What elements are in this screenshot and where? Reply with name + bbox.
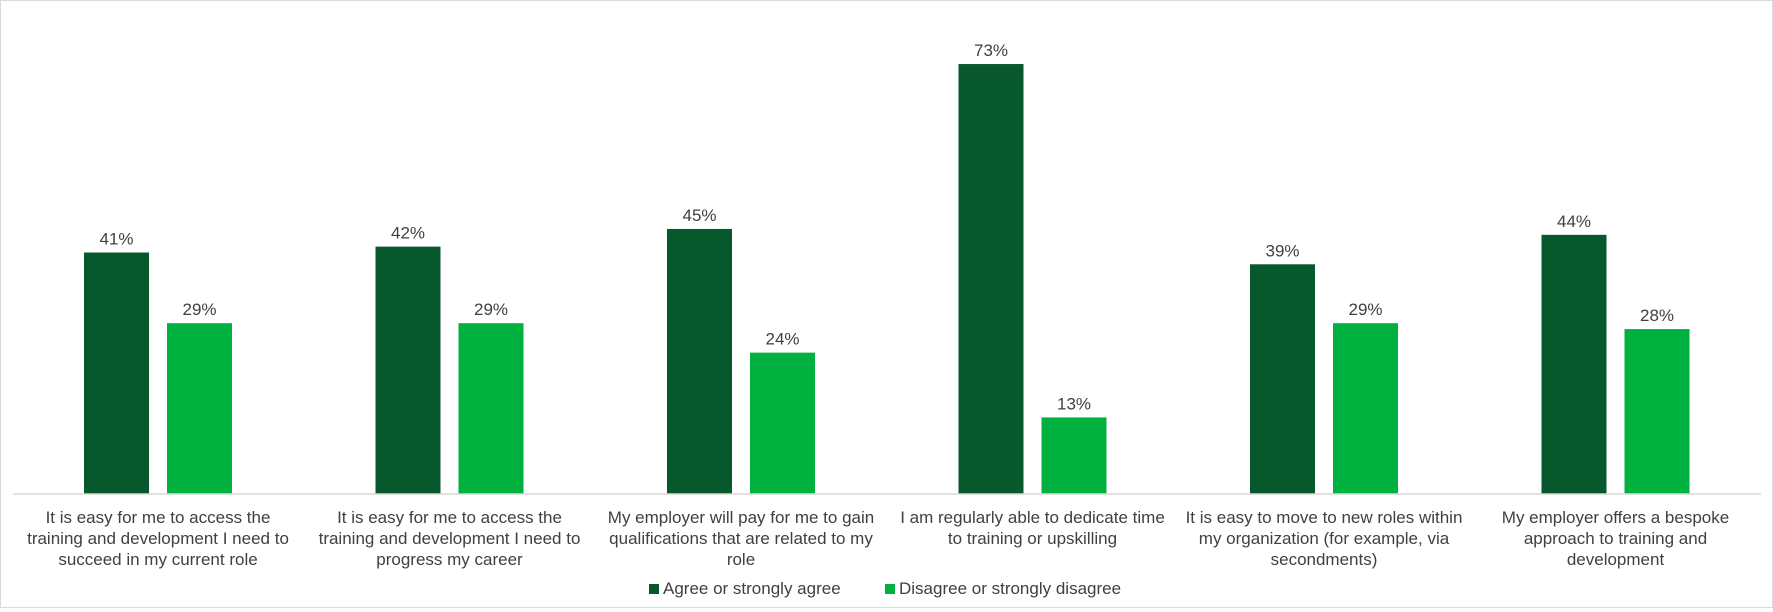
category-label-2-line-3: progress my career	[376, 550, 523, 569]
category-label-5-line-1: It is easy to move to new roles within	[1186, 508, 1463, 527]
data-label-agree-5: 39%	[1265, 241, 1299, 260]
data-label-agree-6: 44%	[1557, 212, 1591, 231]
bar-disagree-6	[1624, 329, 1690, 494]
category-label-2-line-1: It is easy for me to access the	[337, 508, 562, 527]
data-label-agree-2: 42%	[391, 224, 425, 243]
bar-agree-3	[667, 228, 732, 494]
category-label-4-line-1: I am regularly able to dedicate time	[900, 508, 1165, 527]
bar-agree-6	[1541, 234, 1607, 494]
data-label-disagree-2: 29%	[474, 300, 508, 319]
category-label-6-line-3: development	[1567, 550, 1665, 569]
category-label-3-line-3: role	[727, 550, 755, 569]
category-label-5-line-2: my organization (for example, via	[1199, 529, 1450, 548]
bar-disagree-4	[1041, 417, 1107, 494]
bar-agree-5	[1250, 264, 1315, 494]
bar-disagree-5	[1333, 323, 1398, 494]
legend-label-disagree: Disagree or strongly disagree	[899, 579, 1121, 598]
legend: Agree or strongly agree Disagree or stron…	[649, 579, 1121, 598]
bar-disagree-1	[167, 323, 232, 494]
category-label-1-line-3: succeed in my current role	[58, 550, 257, 569]
data-label-disagree-1: 29%	[182, 300, 216, 319]
category-label-1-line-1: It is easy for me to access the	[46, 508, 271, 527]
data-label-agree-1: 41%	[99, 230, 133, 249]
bar-disagree-2	[458, 323, 524, 494]
category-label-2-line-2: training and development I need to	[319, 529, 581, 548]
data-label-disagree-6: 28%	[1640, 306, 1674, 325]
data-label-agree-4: 73%	[974, 41, 1008, 60]
data-label-disagree-3: 24%	[765, 330, 799, 349]
legend-swatch-agree	[649, 584, 659, 594]
category-label-6-line-2: approach to training and	[1524, 529, 1707, 548]
bars-group: 41% 29% 42% 29% 45% 24% 73% 13% 39% 29% 44% 28%	[84, 41, 1690, 494]
data-label-disagree-4: 13%	[1057, 394, 1091, 413]
legend-swatch-disagree	[885, 584, 895, 594]
category-label-3-line-2: qualifications that are related to my	[609, 529, 873, 548]
category-label-6-line-1: My employer offers a bespoke	[1502, 508, 1729, 527]
data-label-agree-3: 45%	[682, 206, 716, 225]
bar-agree-1	[84, 252, 149, 494]
category-label-5-line-3: secondments)	[1271, 550, 1378, 569]
category-label-3-line-1: My employer will pay for me to gain	[608, 508, 874, 527]
category-label-4-line-2: to training or upskilling	[948, 529, 1117, 548]
category-label-1-line-2: training and development I need to	[27, 529, 289, 548]
bar-agree-2	[375, 246, 441, 494]
category-labels: It is easy for me to access the training …	[27, 508, 1729, 569]
bar-disagree-3	[750, 352, 815, 494]
data-label-disagree-5: 29%	[1348, 300, 1382, 319]
legend-label-agree: Agree or strongly agree	[663, 579, 841, 598]
bar-agree-4	[958, 64, 1024, 494]
